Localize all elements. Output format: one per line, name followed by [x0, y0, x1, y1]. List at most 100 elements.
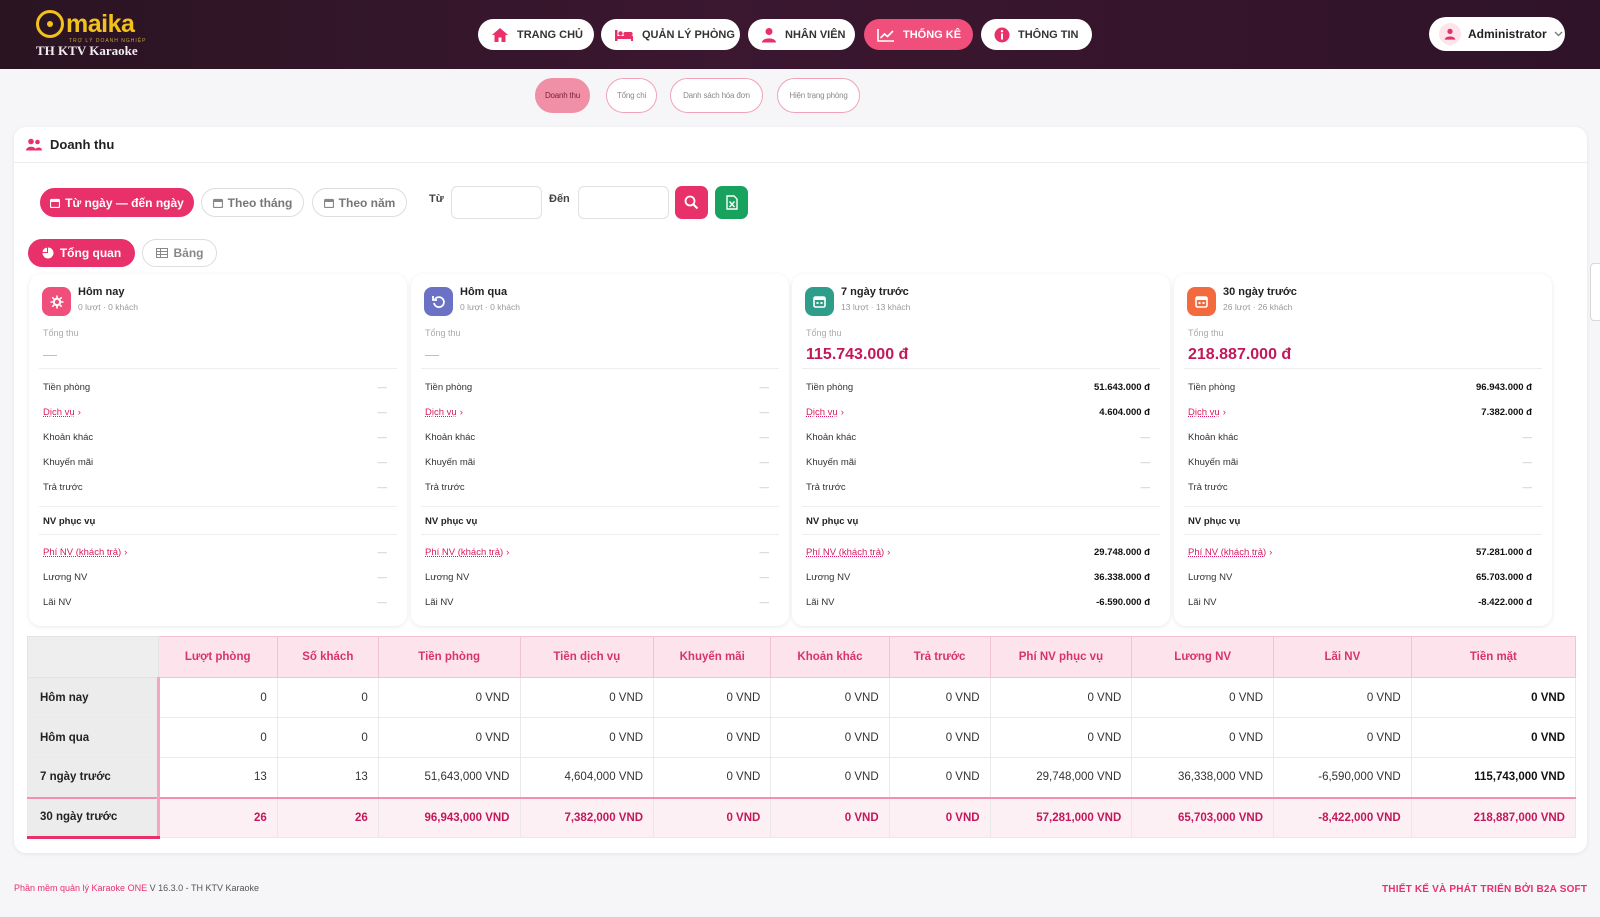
subtab-danh-sach-hoa-don[interactable]: Danh sách hóa đơn	[670, 78, 763, 113]
chevron-down-icon	[1554, 31, 1563, 37]
service-detail-link[interactable]: Dịch vụ	[43, 407, 81, 418]
table-cell: 0 VND	[888, 677, 991, 718]
filter-date-range[interactable]: Từ ngày — đến ngày	[40, 188, 194, 217]
table-cell: 0 VND	[653, 757, 772, 798]
card-row: Tiền phòng 96.943.000 đ	[1188, 380, 1532, 394]
filter-label: Từ ngày — đến ngày	[65, 195, 184, 210]
user-menu[interactable]: Administrator	[1429, 17, 1565, 51]
nav-nhan-vien[interactable]: NHÂN VIÊN	[748, 19, 855, 50]
table-cell: 0 VND	[770, 796, 890, 838]
nav-thong-ke[interactable]: THỐNG KÊ	[864, 19, 973, 50]
section-title: Doanh thu	[50, 137, 115, 152]
row-value: —	[1522, 481, 1533, 493]
row-label: Tiền phòng	[425, 381, 473, 393]
search-button[interactable]	[675, 186, 708, 219]
table-cell: 0	[157, 677, 278, 718]
row-value: —	[1140, 456, 1151, 468]
row-label: Khoản khác	[806, 431, 857, 443]
table-cell: 0 VND	[519, 677, 655, 718]
pie-chart-icon	[42, 247, 54, 259]
table-corner	[27, 636, 159, 678]
staff-row: Lãi NV -6.590.000 đ	[806, 595, 1150, 609]
from-date-input[interactable]	[451, 186, 542, 219]
row-value: 36.338.000 đ	[1094, 571, 1150, 583]
row-value: —	[759, 456, 770, 468]
logo[interactable]: maika TRỢ LÝ DOANH NGHIỆP TH KTV Karaoke	[36, 10, 148, 59]
search-icon	[684, 195, 699, 210]
info-icon	[994, 27, 1010, 42]
tab-table[interactable]: Bảng	[142, 239, 217, 267]
card-row: Khuyến mãi —	[43, 455, 387, 469]
row-value: —	[377, 571, 388, 583]
card-row: Trả trước —	[806, 480, 1150, 494]
tab-label: Bảng	[173, 246, 204, 260]
export-excel-button[interactable]	[715, 186, 748, 219]
row-value: 51.643.000 đ	[1094, 381, 1150, 393]
row-label: Trả trước	[425, 481, 465, 493]
row-label: Khoản khác	[425, 431, 476, 443]
footer-product[interactable]: Phần mềm quản lý Karaoke ONE	[14, 883, 148, 893]
row-header: Hôm qua	[27, 717, 160, 758]
table-cell: 7,382,000 VND	[519, 796, 655, 838]
table-cell: 0 VND	[653, 717, 772, 758]
card-row: Trả trước —	[1188, 480, 1532, 494]
service-detail-link[interactable]: Dịch vụ	[425, 407, 463, 418]
nav-trang-chu[interactable]: TRANG CHỦ	[478, 19, 594, 50]
card-row: Khoản khác —	[806, 430, 1150, 444]
divider	[421, 368, 779, 369]
footer-version: Phần mềm quản lý Karaoke ONE V 16.3.0 - …	[14, 883, 259, 893]
row-value: —	[1522, 431, 1533, 443]
table-cell: 0 VND	[653, 677, 772, 718]
staff-heading-label: NV phục vụ	[425, 515, 478, 527]
subtab-hien-trang-phong[interactable]: Hiện trạng phòng	[777, 78, 860, 113]
filter-label: Theo năm	[338, 195, 396, 210]
row-value: —	[759, 481, 770, 493]
card-total-label: Tổng thu	[806, 328, 842, 338]
card-row: Tiền phòng 51.643.000 đ	[806, 380, 1150, 394]
nav-label: THỐNG KÊ	[903, 28, 962, 41]
subtab-doanh-thu[interactable]: Doanh thu	[535, 78, 590, 113]
filter-by-month[interactable]: Theo tháng	[201, 188, 304, 217]
row-header: Hôm nay	[27, 677, 160, 718]
table-cell: 0 VND	[1131, 717, 1275, 758]
staff-fee-link[interactable]: Phí NV (khách trả)	[43, 547, 127, 558]
table-cell: 0 VND	[1410, 677, 1577, 718]
card-title: Hôm qua	[460, 286, 508, 298]
calendar-icon	[50, 198, 61, 208]
staff-fee-link[interactable]: Phí NV (khách trả)	[1188, 547, 1272, 558]
calendar-icon	[1187, 287, 1216, 316]
row-value: -8.422.000 đ	[1478, 596, 1532, 608]
column-header: Lãi NV	[1273, 636, 1412, 678]
table-cell: 0	[276, 717, 379, 758]
nav-thong-tin[interactable]: THÔNG TIN	[981, 19, 1092, 50]
table-cell: 4,604,000 VND	[519, 757, 655, 798]
row-label: Lãi NV	[43, 596, 72, 608]
card-row: Dịch vụ —	[43, 405, 387, 419]
nav-quan-ly-phong[interactable]: QUẢN LÝ PHÒNG	[601, 19, 740, 50]
card-subtitle: 0 lượt · 0 khách	[78, 302, 138, 312]
column-header: Lượt phòng	[157, 636, 278, 678]
subtab-tong-chi[interactable]: Tổng chi	[606, 78, 657, 113]
to-date-input[interactable]	[578, 186, 669, 219]
company-name: TH KTV Karaoke	[36, 43, 138, 58]
staff-row: Phí NV (khách trả) —	[425, 545, 769, 559]
column-header: Tiền mặt	[1410, 636, 1577, 678]
row-value: 4.604.000 đ	[1099, 406, 1150, 418]
row-label: Khuyến mãi	[806, 456, 857, 468]
table-cell: -6,590,000 VND	[1273, 757, 1412, 798]
footer-credit[interactable]: THIẾT KẾ VÀ PHÁT TRIỂN BỞI B2A SOFT	[1382, 884, 1588, 895]
staff-fee-link[interactable]: Phí NV (khách trả)	[806, 547, 890, 558]
side-panel-handle[interactable]	[1590, 263, 1600, 321]
row-value: —	[377, 546, 388, 558]
excel-icon	[725, 195, 738, 210]
card-title: 30 ngày trước	[1223, 286, 1297, 298]
bed-icon	[615, 29, 633, 41]
card-row: Trả trước —	[425, 480, 769, 494]
service-detail-link[interactable]: Dịch vụ	[1188, 407, 1226, 418]
tab-overview[interactable]: Tổng quan	[28, 239, 135, 267]
staff-fee-link[interactable]: Phí NV (khách trả)	[425, 547, 509, 558]
row-value: 57.281.000 đ	[1476, 546, 1532, 558]
service-detail-link[interactable]: Dịch vụ	[806, 407, 844, 418]
filter-by-year[interactable]: Theo năm	[312, 188, 407, 217]
row-label: Tiền phòng	[806, 381, 854, 393]
